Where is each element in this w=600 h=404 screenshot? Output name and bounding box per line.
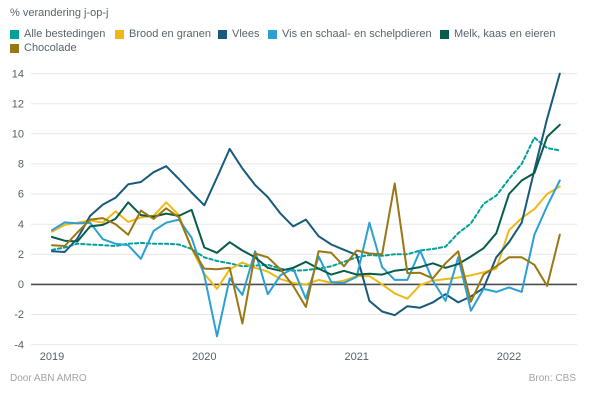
svg-text:-4: -4	[14, 339, 24, 351]
svg-text:6: 6	[18, 189, 24, 201]
svg-text:14: 14	[12, 68, 24, 80]
svg-text:2019: 2019	[40, 351, 64, 363]
svg-text:0: 0	[18, 279, 24, 291]
svg-text:8: 8	[18, 159, 24, 171]
svg-text:2021: 2021	[344, 351, 368, 363]
svg-text:12: 12	[12, 98, 24, 110]
svg-text:-2: -2	[14, 309, 24, 321]
svg-text:2022: 2022	[497, 351, 521, 363]
svg-text:2: 2	[18, 249, 24, 261]
svg-text:10: 10	[12, 129, 24, 141]
svg-text:2020: 2020	[192, 351, 216, 363]
svg-text:4: 4	[18, 219, 24, 231]
